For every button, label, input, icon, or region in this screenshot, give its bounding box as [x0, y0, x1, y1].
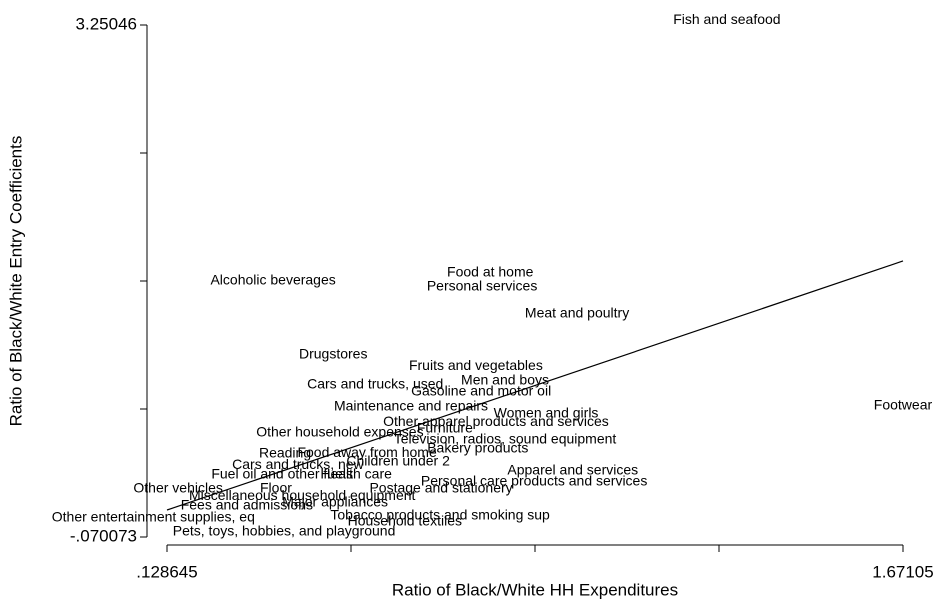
- point-label: Other household expenses: [256, 424, 423, 440]
- point-label: Floor: [260, 480, 292, 496]
- point-label: Other entertainment supplies, eq: [52, 509, 255, 525]
- point-label: Apparel and services: [507, 462, 638, 478]
- x-axis-title: Ratio of Black/White HH Expenditures: [392, 580, 678, 599]
- point-label: Food away from home: [297, 444, 436, 460]
- point-label: Pets, toys, hobbies, and playground: [173, 523, 396, 539]
- point-label: Cars and trucks, new: [232, 456, 364, 472]
- point-label: Fuel oil and other fuels: [211, 466, 353, 482]
- point-label: Furniture: [417, 420, 473, 436]
- point-label: Fees and admissions: [181, 497, 313, 513]
- point-label: Children under 2: [346, 453, 450, 469]
- point-label: Alcoholic beverages: [210, 272, 335, 288]
- point-label: Household textiles: [348, 513, 462, 529]
- point-label: Personal care products and services: [421, 473, 647, 489]
- x-tick-label: 1.67105: [872, 562, 933, 581]
- point-label: Women and girls: [494, 405, 599, 421]
- point-label: Tobacco products and smoking sup: [330, 507, 550, 523]
- point-label: Personal services: [427, 278, 538, 294]
- point-label: Footwear: [874, 397, 933, 413]
- point-label: Fruits and vegetables: [409, 357, 543, 373]
- point-label: Other vehicles: [133, 480, 222, 496]
- point-label: Cars and trucks, used: [307, 376, 443, 392]
- y-tick-label: 3.25046: [76, 14, 137, 33]
- point-label: Gasoline and motor oil: [411, 383, 551, 399]
- point-label: Health care: [320, 466, 392, 482]
- point-label: Drugstores: [299, 346, 367, 362]
- point-label: Bakery products: [427, 440, 528, 456]
- point-label: Miscellaneous household equipment: [189, 487, 416, 503]
- point-label: Men and boys: [461, 372, 549, 388]
- x-tick-label: .128645: [136, 562, 197, 581]
- point-label: Food at home: [447, 264, 534, 280]
- point-label: Postage and stationery: [369, 480, 512, 496]
- point-label: Television, radios, sound equipment: [394, 431, 617, 447]
- point-label: Major appliances: [282, 494, 388, 510]
- y-tick-label: -.070073: [70, 526, 137, 545]
- point-label: Reading: [259, 445, 311, 461]
- point-label: Meat and poultry: [525, 305, 629, 321]
- y-axis-title: Ratio of Black/White Entry Coefficients: [6, 136, 25, 427]
- point-label: Fish and seafood: [673, 11, 780, 27]
- point-label: Other apparel products and services: [383, 413, 609, 429]
- point-label: Maintenance and repairs: [334, 398, 488, 414]
- fit-line: [166, 260, 904, 511]
